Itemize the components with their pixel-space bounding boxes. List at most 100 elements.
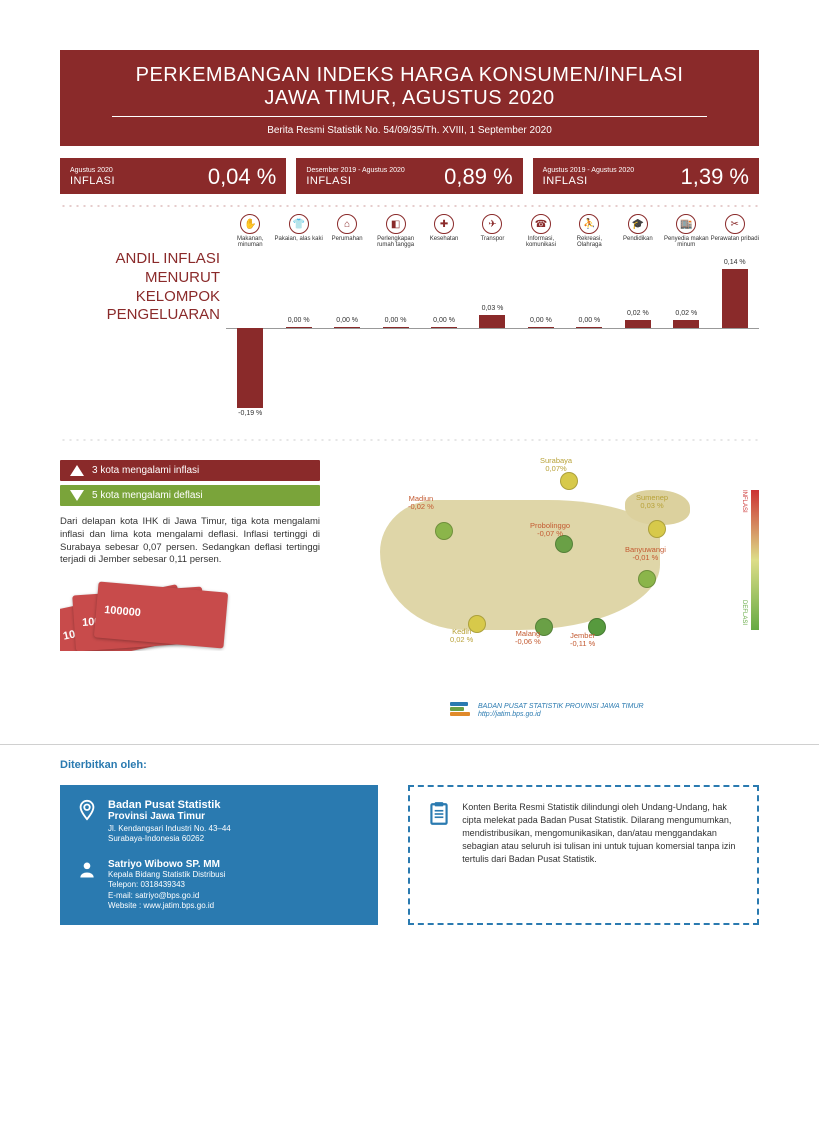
city-label: Surabaya0,07% — [540, 457, 572, 473]
stat-label: INFLASI — [306, 175, 404, 187]
category-label: Perumahan — [323, 236, 371, 242]
category-label: Rekreasi, Olahraga — [565, 236, 613, 249]
category-col: 🏬 Penyedia makan minum — [662, 214, 710, 249]
category-label: Perlengkapan rumah tangga — [371, 236, 419, 249]
andil-title-l1: ANDIL INFLASI — [60, 250, 220, 269]
triangle-down-icon — [70, 490, 84, 501]
city-dot — [648, 520, 666, 538]
category-icon: ☎ — [531, 214, 551, 234]
bar-col: 0,00 % — [420, 268, 468, 418]
category-label: Informasi, komunikasi — [517, 236, 565, 249]
footer-person-name: Satriyo Wibowo SP. MM — [108, 859, 225, 870]
category-icon: ✂ — [725, 214, 745, 234]
bar-value-label: 0,02 % — [675, 310, 697, 317]
category-icon: ✋ — [240, 214, 260, 234]
category-col: ⛹ Rekreasi, Olahraga — [565, 214, 613, 249]
stat-box-1: Desember 2019 - Agustus 2020 INFLASI 0,8… — [296, 158, 522, 194]
header-title-1: PERKEMBANGAN INDEKS HARGA KONSUMEN/INFLA… — [72, 64, 747, 87]
bar-col: 0,00 % — [565, 268, 613, 418]
map-pin-icon — [76, 799, 98, 821]
category-col: ⌂ Perumahan — [323, 214, 371, 249]
bar-col: -0,19 % — [226, 268, 274, 418]
footer-right: Konten Berita Resmi Statistik dilindungi… — [408, 785, 759, 925]
header-title-2: JAWA TIMUR, AGUSTUS 2020 — [72, 87, 747, 110]
divider-dots-mid — [60, 438, 759, 442]
bar — [673, 320, 699, 328]
bill-3: 100000 — [94, 582, 228, 649]
footer-rule — [0, 744, 819, 745]
footer-org-addr: Jl. Kendangsari Industri No. 43–44Suraba… — [108, 824, 231, 845]
bar-col: 0,03 % — [468, 268, 516, 418]
stat-label: INFLASI — [70, 175, 115, 187]
bar-col: 0,02 % — [662, 268, 710, 418]
bar-col: 0,00 % — [274, 268, 322, 418]
bar — [722, 269, 748, 328]
category-label: Pakaian, alas kaki — [274, 236, 322, 242]
category-icon: ⌂ — [337, 214, 357, 234]
bar — [431, 327, 457, 328]
bps-name: BADAN PUSAT STATISTIK PROVINSI JAWA TIMU… — [478, 703, 644, 711]
bar — [237, 328, 263, 408]
city-dot — [435, 522, 453, 540]
city-dot — [638, 570, 656, 588]
bps-url: http://jatim.bps.go.id — [478, 711, 644, 719]
bar-value-label: 0,00 % — [336, 317, 358, 324]
footer-org-sub: Provinsi Jawa Timur — [108, 811, 231, 822]
category-icon: 🏬 — [676, 214, 696, 234]
footer-right-text: Konten Berita Resmi Statistik dilindungi… — [462, 801, 741, 866]
legend-deflasi-text: 5 kota mengalami deflasi — [92, 490, 203, 501]
legend-deflasi: 5 kota mengalami deflasi — [60, 485, 320, 506]
bar-value-label: 0,00 % — [385, 317, 407, 324]
stat-row: Agustus 2020 INFLASI 0,04 % Desember 201… — [60, 158, 759, 194]
summary-paragraph: Dari delapan kota IHK di Jawa Timur, tig… — [60, 516, 320, 567]
category-label: Makanan, minuman — [226, 236, 274, 249]
footer-person-web: Website : www.jatim.bps.go.id — [108, 901, 225, 911]
footer-person: Satriyo Wibowo SP. MM Kepala Bidang Stat… — [76, 859, 362, 912]
gradient-legend — [751, 490, 759, 630]
category-label: Transpor — [468, 236, 516, 242]
clipboard-icon — [426, 801, 452, 827]
category-icon: 👕 — [289, 214, 309, 234]
category-col: 👕 Pakaian, alas kaki — [274, 214, 322, 249]
category-col: ◧ Perlengkapan rumah tangga — [371, 214, 419, 249]
footer-org: Badan Pusat Statistik Provinsi Jawa Timu… — [76, 799, 362, 845]
city-label: Banyuwangi-0,01 % — [625, 546, 666, 562]
stat-period: Agustus 2019 - Agustus 2020 — [543, 167, 634, 175]
bar-col: 0,00 % — [517, 268, 565, 418]
header-subtitle: Berita Resmi Statistik No. 54/09/35/Th. … — [72, 125, 747, 136]
bar-col: 0,02 % — [614, 268, 662, 418]
category-icon: ◧ — [386, 214, 406, 234]
andil-chart: ✋ Makanan, minuman👕 Pakaian, alas kaki⌂ … — [226, 214, 759, 424]
stat-value: 0,89 % — [444, 164, 513, 190]
stat-period: Desember 2019 - Agustus 2020 — [306, 167, 404, 175]
footer-person-phone: Telepon: 0318439343 — [108, 880, 225, 890]
bar-value-label: 0,03 % — [482, 305, 504, 312]
stat-label: INFLASI — [543, 175, 634, 187]
bar — [625, 320, 651, 328]
footer-person-email: E-mail: satriyo@bps.go.id — [108, 891, 225, 901]
map-shape-main — [380, 500, 660, 630]
bar-value-label: 0,00 % — [530, 317, 552, 324]
map-area: Surabaya0,07%Madiun-0,02 %Sumenep0,03 %P… — [340, 460, 759, 720]
andil-title-l2: MENURUT — [60, 269, 220, 288]
header-block: PERKEMBANGAN INDEKS HARGA KONSUMEN/INFLA… — [60, 50, 759, 146]
stat-box-0: Agustus 2020 INFLASI 0,04 % — [60, 158, 286, 194]
bar-value-label: -0,19 % — [238, 410, 262, 417]
bar — [334, 327, 360, 328]
category-label: Penyedia makan minum — [662, 236, 710, 249]
category-col: ☎ Informasi, komunikasi — [517, 214, 565, 249]
header-rule — [112, 116, 707, 117]
bar-value-label: 0,00 % — [433, 317, 455, 324]
category-icon: ✚ — [434, 214, 454, 234]
city-label: Madiun-0,02 % — [408, 495, 434, 511]
divider-dots-top — [60, 204, 759, 208]
stat-box-2: Agustus 2019 - Agustus 2020 INFLASI 1,39… — [533, 158, 759, 194]
person-icon — [76, 859, 98, 881]
footer-org-name: Badan Pusat Statistik — [108, 799, 231, 811]
category-col: ✂ Perawatan pribadi — [711, 214, 759, 249]
bps-logo-icon — [450, 702, 472, 720]
bar — [479, 315, 505, 328]
category-col: ✈ Transpor — [468, 214, 516, 249]
bps-text: BADAN PUSAT STATISTIK PROVINSI JAWA TIMU… — [478, 703, 644, 718]
city-label: Jember-0,11 % — [570, 632, 595, 648]
